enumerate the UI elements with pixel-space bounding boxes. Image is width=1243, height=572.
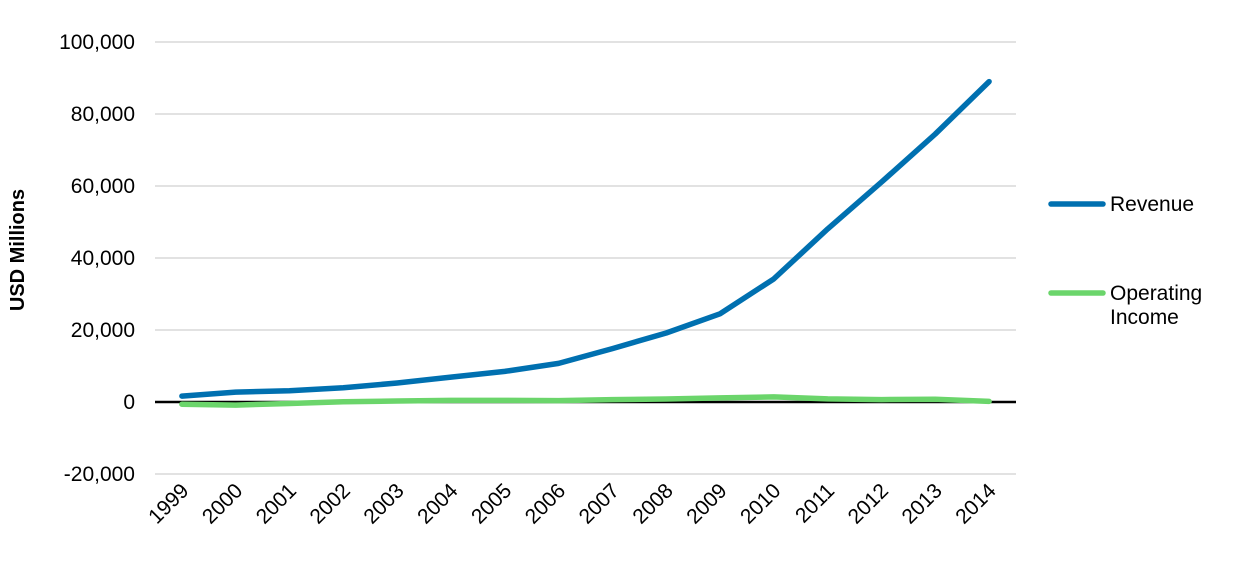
y-axis-label: USD Millions	[7, 189, 29, 311]
y-tick-label: 0	[123, 391, 135, 414]
x-tick-label: 2011	[791, 479, 839, 527]
y-tick-label: -20,000	[64, 463, 135, 486]
y-tick-label: 80,000	[71, 103, 135, 126]
x-tick-label: 2005	[467, 479, 516, 528]
x-tick-label: 2009	[682, 479, 731, 528]
series-lines	[179, 78, 992, 408]
y-tick-label: 20,000	[71, 319, 135, 342]
x-tick-label: 1999	[144, 479, 193, 528]
series-line-revenue	[179, 78, 992, 399]
series-line-operating-income	[179, 394, 992, 408]
gridlines	[155, 41, 1016, 475]
x-tick-label: 2013	[898, 479, 947, 528]
legend-label: Revenue	[1110, 193, 1194, 216]
x-tick-label: 2000	[198, 479, 247, 528]
x-tick-label: 2008	[628, 479, 677, 528]
y-tick-label: 100,000	[59, 31, 135, 54]
y-tick-label: 60,000	[71, 175, 135, 198]
y-axis-tick-labels: -20,000 0 20,000 40,000 60,000 80,000 100,000	[59, 31, 135, 486]
x-tick-label: 2006	[521, 479, 570, 528]
y-tick-label: 40,000	[71, 247, 135, 270]
x-tick-label: 2007	[575, 479, 624, 528]
x-tick-label: 2010	[736, 479, 785, 528]
x-tick-label: 2002	[306, 479, 355, 528]
legend-label: Operating	[1110, 282, 1202, 305]
legend-label: Income	[1110, 306, 1179, 329]
x-tick-label: 2003	[359, 479, 408, 528]
x-tick-label: 2004	[413, 479, 463, 529]
x-tick-label: 2014	[951, 479, 1001, 529]
x-tick-label: 2001	[252, 479, 301, 528]
x-axis-tick-labels: 1999 2000 2001 2002 2003 2004 2005 2006 2007 2008…	[144, 479, 1001, 529]
x-tick-label: 2012	[844, 479, 893, 528]
